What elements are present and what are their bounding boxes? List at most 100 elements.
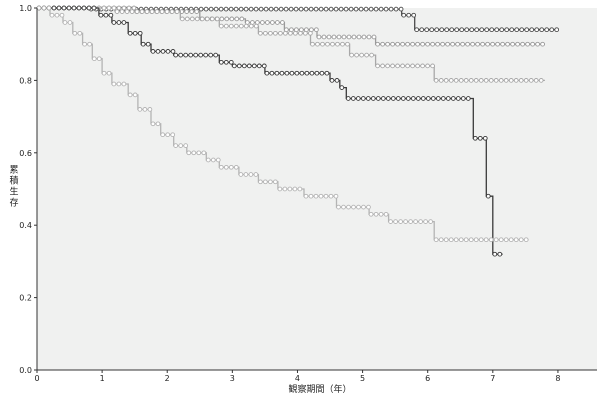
series-3-censor-mark-40 bbox=[231, 63, 237, 69]
series-4-censor-mark-72 bbox=[378, 211, 384, 217]
series-1-censor-mark-94 bbox=[500, 41, 505, 47]
series-3-censor-mark-27 bbox=[170, 49, 176, 54]
series-2-censor-mark-17 bbox=[119, 9, 125, 14]
series-2-censor-mark-55 bbox=[308, 30, 313, 36]
series-3-censor-mark-63 bbox=[345, 96, 351, 101]
series-2-censor-mark-35 bbox=[209, 16, 215, 22]
series-4-censor-mark-28 bbox=[170, 132, 176, 138]
series-3-censor-mark-34 bbox=[203, 52, 209, 58]
series-4-censor-mark-79 bbox=[413, 219, 418, 224]
series-2-censor-mark-101 bbox=[533, 78, 539, 83]
series-0-censor-mark-34 bbox=[203, 6, 209, 12]
series-4-censor-mark-85 bbox=[443, 237, 449, 243]
series-0-censor-mark-66 bbox=[363, 6, 369, 12]
series-1-censor-mark-92 bbox=[490, 41, 495, 47]
series-3-censor-mark-81 bbox=[435, 96, 441, 101]
series-4-censor-mark-59 bbox=[318, 193, 324, 199]
series-3-censor-mark-70 bbox=[380, 96, 386, 101]
series-1-censor-mark-96 bbox=[510, 41, 515, 47]
series-4-censor-mark-2 bbox=[46, 5, 52, 11]
series-4-censor-mark-87 bbox=[453, 237, 459, 243]
y-tick-label-5: 1.0 bbox=[19, 4, 32, 13]
series-4-censor-mark-5 bbox=[59, 12, 65, 18]
series-1-censor-mark-82 bbox=[440, 41, 445, 47]
series-4-censor-mark-6 bbox=[62, 20, 68, 25]
series-0-censor-mark-81 bbox=[434, 27, 440, 33]
series-2-censor-mark-60 bbox=[330, 41, 335, 47]
series-4-censor-mark-61 bbox=[328, 193, 334, 199]
series-3-censor-mark-91 bbox=[485, 193, 491, 199]
series-4-censor-mark-32 bbox=[186, 150, 192, 156]
series-3 bbox=[36, 5, 503, 257]
series-0-censor-mark-68 bbox=[373, 6, 379, 12]
series-3-censor-mark-60 bbox=[329, 78, 335, 83]
series-0-censor-mark-73 bbox=[398, 6, 404, 12]
series-2-censor-mark-57 bbox=[315, 41, 320, 47]
series-1-censor-mark-65 bbox=[356, 34, 362, 40]
series-1-censor-mark-87 bbox=[465, 41, 470, 47]
series-2-censor-mark-33 bbox=[199, 16, 205, 22]
series-0-censor-mark-61 bbox=[338, 6, 344, 12]
series-2-censor-mark-67 bbox=[364, 52, 369, 58]
series-2-censor-mark-98 bbox=[518, 78, 524, 83]
series-0-censor-mark-89 bbox=[474, 27, 480, 33]
series-3-censor-mark-75 bbox=[405, 96, 411, 101]
series-4-censor-mark-34 bbox=[196, 150, 202, 156]
series-3-censor-mark-14 bbox=[108, 12, 114, 18]
series-2-censor-mark-44 bbox=[253, 23, 259, 29]
series-3-censor-mark-11 bbox=[91, 5, 97, 11]
series-2-censor-mark-16 bbox=[114, 9, 120, 14]
series-4-censor-mark-10 bbox=[82, 41, 87, 47]
series-3-censor-mark-47 bbox=[264, 70, 270, 76]
series-1-censor-mark-80 bbox=[430, 41, 435, 47]
series-2-censor-mark-97 bbox=[513, 78, 519, 83]
series-2-censor-mark-68 bbox=[369, 52, 374, 58]
series-1-censor-mark-90 bbox=[480, 41, 485, 47]
series-1-censor-mark-91 bbox=[485, 41, 490, 47]
x-tick-label-1: 1 bbox=[100, 374, 105, 383]
series-0-censor-mark-46 bbox=[263, 6, 269, 12]
series-2-censor-mark-28 bbox=[174, 9, 180, 14]
series-0-censor-mark-65 bbox=[358, 6, 364, 12]
series-3-censor-mark-10 bbox=[86, 5, 92, 11]
series-2-censor-mark-30 bbox=[184, 16, 190, 22]
series-0-censor-mark-70 bbox=[383, 6, 389, 12]
series-1-censor-mark-79 bbox=[425, 41, 430, 47]
series-4-censor-mark-84 bbox=[438, 237, 444, 243]
series-2-censor-mark-66 bbox=[359, 52, 364, 58]
series-0-censor-mark-103 bbox=[544, 27, 550, 33]
series-1-censor-mark-16 bbox=[116, 5, 122, 11]
series-2-censor-mark-99 bbox=[523, 78, 529, 83]
series-2-censor-mark-96 bbox=[508, 78, 514, 83]
series-3-censor-mark-55 bbox=[304, 70, 310, 76]
series-4-censor-mark-67 bbox=[356, 204, 361, 210]
x-tick-label-2: 2 bbox=[165, 374, 170, 383]
series-0-censor-mark-88 bbox=[469, 27, 475, 33]
y-axis-title-char-1: 積 bbox=[9, 175, 18, 187]
series-3-censor-mark-28 bbox=[173, 52, 179, 58]
series-1-censor-mark-46 bbox=[265, 20, 270, 25]
series-3-censor-mark-65 bbox=[355, 96, 361, 101]
series-4-censor-mark-38 bbox=[215, 157, 221, 163]
series-3-censor-mark-20 bbox=[137, 30, 143, 36]
series-1-censor-mark-75 bbox=[405, 41, 410, 47]
series-0-censor-mark-49 bbox=[278, 6, 284, 12]
series-4-censor-mark-31 bbox=[183, 143, 189, 148]
series-3-censor-mark-48 bbox=[269, 70, 275, 76]
series-0-censor-mark-95 bbox=[504, 27, 510, 33]
series-1-censor-mark-62 bbox=[341, 34, 347, 40]
series-0-censor-mark-79 bbox=[424, 27, 430, 33]
series-3-censor-mark-24 bbox=[155, 49, 161, 54]
series-4-censor-mark-27 bbox=[165, 132, 171, 138]
series-2-censor-mark-80 bbox=[430, 63, 435, 69]
series-0-censor-mark-87 bbox=[464, 27, 470, 33]
series-3-censor-mark-26 bbox=[165, 49, 171, 54]
series-3-censor-mark-57 bbox=[314, 70, 320, 76]
series-0-censor-mark-99 bbox=[524, 27, 530, 33]
series-1-censor-mark-78 bbox=[420, 41, 425, 47]
series-4-censor-mark-94 bbox=[488, 237, 494, 243]
series-2-censor-mark-51 bbox=[288, 30, 293, 36]
series-3-censor-mark-52 bbox=[289, 70, 295, 76]
series-3-censor-mark-17 bbox=[121, 20, 127, 25]
series-0-censor-mark-37 bbox=[218, 6, 224, 12]
